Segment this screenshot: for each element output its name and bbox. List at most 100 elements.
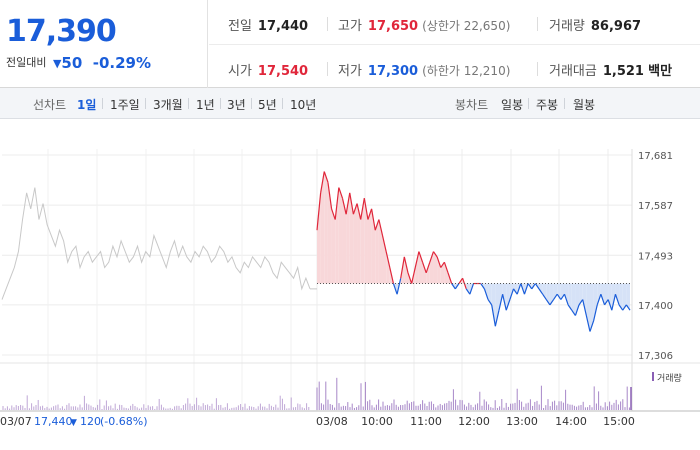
prev-day-note: 03/07 17,440▼ 120 (-0.68%) xyxy=(0,415,148,428)
price-segment xyxy=(330,208,336,220)
low-label: 저가 xyxy=(338,64,362,79)
price-segment xyxy=(542,293,547,300)
candle-monthly[interactable]: 월봉 xyxy=(573,98,596,112)
price-segment xyxy=(534,283,540,290)
price-segment xyxy=(378,219,384,236)
candle-chart-label: 봉차트 xyxy=(455,98,489,112)
area-segment xyxy=(557,283,561,300)
volume-bars xyxy=(2,377,632,410)
area-segment xyxy=(615,283,620,305)
y-tick-label: 17,587 xyxy=(638,201,673,212)
area-segment xyxy=(440,262,445,284)
y-tick-label: 17,306 xyxy=(638,351,673,362)
price-segment xyxy=(520,283,526,295)
low-item: 저가 17,300 (하한가 12,210) xyxy=(338,60,510,79)
price-segment xyxy=(571,309,576,316)
area-segment xyxy=(589,283,594,332)
prev-day-price-line xyxy=(1,187,317,300)
separator xyxy=(564,98,565,109)
price-segment xyxy=(593,304,598,321)
price-segment xyxy=(432,251,438,258)
y-tick-label: 17,493 xyxy=(638,251,673,262)
current-price: 17,390 xyxy=(6,14,117,49)
price-segment xyxy=(487,299,493,306)
price-segment xyxy=(549,299,555,306)
area-segment xyxy=(444,262,449,284)
period-3year[interactable]: 3년 xyxy=(227,98,246,112)
price-segment xyxy=(607,299,613,311)
price-segment xyxy=(447,272,453,284)
volume-legend-label: 거래량 xyxy=(657,372,682,384)
period-3month[interactable]: 3개월 xyxy=(153,98,183,112)
volume-label: 거래량 xyxy=(549,19,585,34)
separator xyxy=(537,17,538,31)
area-segment xyxy=(346,192,350,284)
change-amount: 50 xyxy=(61,54,83,72)
area-segment xyxy=(437,256,441,284)
area-segment xyxy=(553,283,558,300)
price-segment xyxy=(574,304,580,316)
area-segment xyxy=(593,283,598,321)
x-tick-label: 03/08 xyxy=(316,415,348,428)
separator xyxy=(188,98,189,109)
price-segment xyxy=(403,256,409,273)
quote-panel: 17,390 전일대비 ▼50 -0.29% 전일 17,440 고가 17,650… xyxy=(0,0,700,88)
period-10year[interactable]: 10년 xyxy=(290,98,317,112)
volume-legend-swatch xyxy=(652,372,654,381)
price-segment xyxy=(385,251,391,268)
today-price-line xyxy=(316,171,631,332)
price-segment xyxy=(614,294,620,306)
open-item: 시가 17,540 xyxy=(228,60,308,79)
price-segment xyxy=(465,288,471,295)
area-segment xyxy=(619,283,623,311)
area-segment xyxy=(386,251,390,284)
price-segment xyxy=(523,283,529,295)
period-1year[interactable]: 1년 xyxy=(196,98,215,112)
price-segment xyxy=(596,294,602,306)
area-segment xyxy=(422,262,427,284)
price-segment xyxy=(345,192,351,215)
current-price-box: 17,390 전일대비 ▼50 -0.29% xyxy=(0,0,208,88)
price-segment xyxy=(600,294,606,306)
price-segment xyxy=(505,299,511,311)
area-segment xyxy=(364,198,368,284)
area-segment xyxy=(357,203,361,284)
x-tick-label: 11:00 xyxy=(410,415,442,428)
price-segment xyxy=(421,262,427,274)
area-segment xyxy=(571,283,576,316)
price-segment xyxy=(545,299,551,306)
price-segment xyxy=(440,261,445,268)
separator xyxy=(537,62,538,76)
candle-weekly[interactable]: 주봉 xyxy=(536,98,559,112)
area-segment xyxy=(582,283,587,316)
price-segment xyxy=(367,208,373,220)
separator xyxy=(102,98,103,109)
x-axis: 03/08 10:00 11:00 12:00 13:00 14:00 15:00 xyxy=(316,415,635,428)
area-segment xyxy=(342,198,347,284)
price-segment xyxy=(563,294,569,306)
area-segment xyxy=(367,208,372,284)
volume-item: 거래량 86,967 xyxy=(549,15,641,34)
period-1day[interactable]: 1일 xyxy=(77,98,97,112)
high-item: 고가 17,650 (상한가 22,650) xyxy=(338,15,510,34)
area-segment xyxy=(604,283,609,305)
separator xyxy=(327,17,328,31)
separator xyxy=(282,98,283,109)
area-segment xyxy=(360,198,365,284)
candle-daily[interactable]: 일봉 xyxy=(501,98,524,112)
price-segment xyxy=(553,293,558,300)
price-segment xyxy=(454,283,460,290)
price-segment xyxy=(469,283,475,295)
period-1week[interactable]: 1주일 xyxy=(110,98,140,112)
price-segment xyxy=(560,293,565,300)
area-segment xyxy=(513,283,518,295)
x-tick-label: 13:00 xyxy=(506,415,538,428)
price-segment xyxy=(443,262,449,274)
period-5year[interactable]: 5년 xyxy=(258,98,277,112)
price-segment xyxy=(363,198,369,220)
area-segment xyxy=(382,235,387,284)
price-segment xyxy=(567,304,573,311)
price-segment xyxy=(392,283,398,295)
price-segment xyxy=(374,219,380,231)
series-03/07 xyxy=(1,187,311,300)
